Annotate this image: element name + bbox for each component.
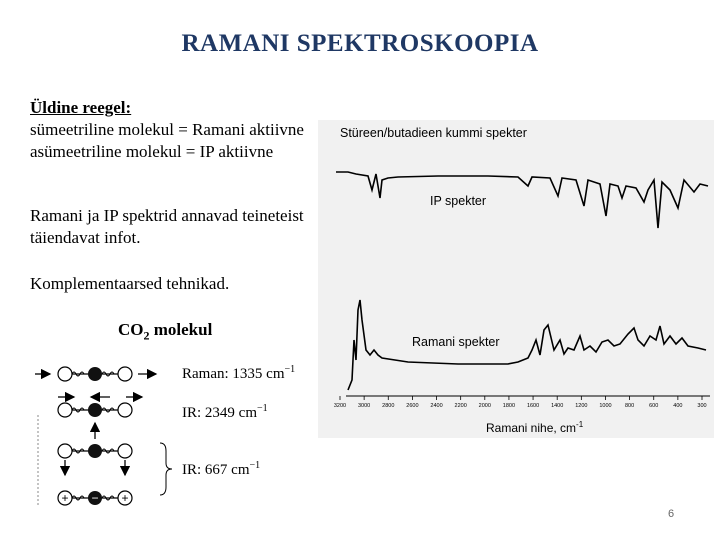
x-axis-label-exp: -1 — [576, 420, 584, 429]
rule-heading: Üldine reegel: — [30, 98, 132, 117]
x-tick-label: 600 — [649, 403, 658, 409]
x-tick-label: 2800 — [382, 403, 394, 409]
co2-heading: CO2 molekul — [118, 320, 212, 343]
ir-spectrum-label: IP spekter — [430, 194, 487, 208]
spectrum-plot: 3200 3000 2800 2600 2400 2200 2000 1800 1600 1400… — [334, 171, 710, 409]
rule-line-asymmetric: asümeetriline molekul = IP aktiivne — [30, 142, 274, 161]
svg-text:−: − — [91, 491, 98, 505]
ir-asym-mode-text: IR: 2349 cm — [182, 405, 257, 421]
x-tick-label: 2400 — [430, 403, 442, 409]
co2-subscript: 2 — [143, 328, 150, 343]
x-tick-label: 2200 — [455, 403, 467, 409]
x-axis-label: Ramani nihe, cm-1 — [486, 420, 583, 435]
ir-bend-mode-text: IR: 667 cm — [182, 462, 250, 478]
ir-asym-mode-molecule — [57, 391, 144, 418]
x-tick-label: 2000 — [479, 403, 491, 409]
info-line-2: täiendavat infot. — [30, 228, 141, 247]
raman-spectrum-line — [347, 299, 707, 391]
ir-spectrum-line — [336, 171, 709, 229]
x-tick-label: 2600 — [406, 403, 418, 409]
co2-suffix: molekul — [149, 320, 213, 339]
slide-title: RAMANI SPEKTROSKOOPIA — [181, 30, 539, 57]
spectrum-title: Stüreen/butadieen kummi spekter — [340, 126, 527, 140]
ir-bend-mode-exp: −1 — [249, 460, 261, 471]
raman-mode-label: Raman: 1335 cm−1 — [182, 364, 295, 383]
ir-bend-mode-label: IR: 667 cm−1 — [182, 460, 260, 479]
co2-formula: CO — [118, 320, 144, 339]
x-tick-label: 800 — [625, 403, 634, 409]
x-tick-label: 3000 — [358, 403, 370, 409]
x-tick-label: 400 — [673, 403, 682, 409]
x-tick-label: 1200 — [575, 403, 587, 409]
raman-mode-exp: −1 — [284, 364, 296, 375]
raman-mode-molecule — [35, 366, 158, 382]
ir-bend-oop-molecule: + − + — [57, 490, 133, 506]
spectrum-image — [318, 120, 714, 438]
ir-asym-mode-exp: −1 — [257, 403, 268, 414]
svg-text:+: + — [121, 491, 128, 505]
x-tick-label: 300 — [697, 403, 706, 409]
info-line-1: Ramani ja IP spektrid annavad teineteist — [30, 206, 304, 225]
x-axis-label-text: Ramani nihe, cm — [486, 421, 577, 435]
x-tick-label: 1000 — [599, 403, 611, 409]
x-tick-label: 1800 — [503, 403, 515, 409]
complementary-text: Komplementaarsed tehnikad. — [30, 274, 230, 293]
x-axis-ticks: 3200 3000 2800 2600 2400 2200 2000 1800 1600 1400… — [334, 396, 707, 409]
rule-line-symmetric: sümeetriline molekul = Ramani aktiivne — [30, 120, 304, 139]
x-tick-label: 1400 — [551, 403, 563, 409]
raman-mode-text: Raman: 1335 cm — [182, 366, 285, 382]
svg-text:+: + — [61, 491, 68, 505]
ir-bend-mode-molecule — [57, 421, 133, 477]
ir-asym-mode-label: IR: 2349 cm−1 — [182, 403, 268, 422]
x-tick-label: 3200 — [334, 403, 346, 409]
x-tick-label: 1600 — [527, 403, 539, 409]
page-number: 6 — [668, 508, 675, 520]
co2-vibration-diagram: + − + — [35, 366, 173, 506]
raman-spectrum-label: Ramani spekter — [412, 335, 500, 349]
